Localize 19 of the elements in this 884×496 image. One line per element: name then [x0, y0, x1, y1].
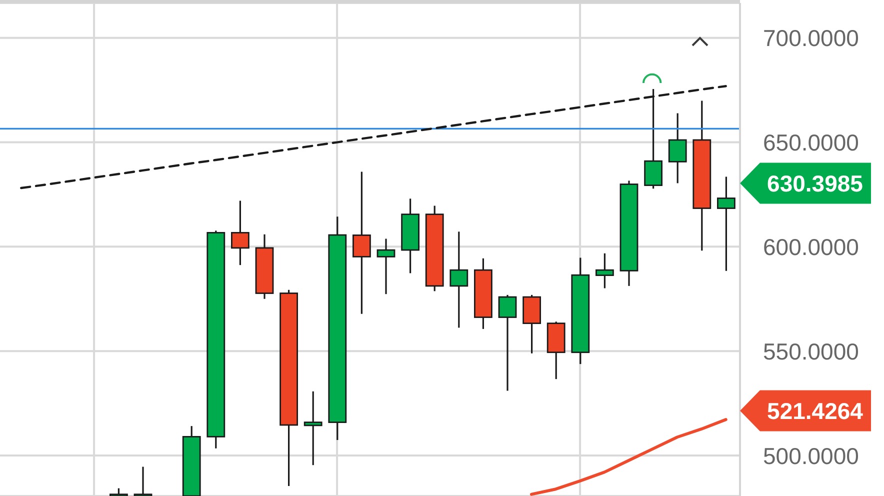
candlestick	[134, 466, 152, 496]
text: 521.4264	[767, 398, 864, 424]
y-tick-label: 700.0000	[763, 25, 859, 52]
text: 630.3985	[767, 170, 864, 196]
candlestick	[304, 390, 322, 466]
candlestick	[450, 230, 468, 328]
y-tick-label: 650.0000	[763, 130, 859, 156]
y-tick-label: 550.0000	[763, 338, 859, 364]
line-series	[530, 418, 728, 496]
y-tick-label: 500.0000	[763, 442, 859, 469]
candlestick	[231, 200, 250, 266]
candlestick	[717, 176, 736, 272]
candlestick	[498, 294, 517, 392]
candlestick	[596, 252, 614, 290]
y-tick-label: 600.0000	[763, 234, 859, 260]
candlestick	[352, 170, 371, 315]
candlestick	[376, 238, 396, 295]
candlestick	[668, 112, 687, 184]
line-series	[20, 85, 727, 190]
